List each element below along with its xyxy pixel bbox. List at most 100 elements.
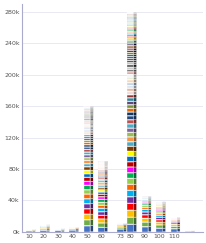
Polygon shape: [104, 164, 107, 165]
Bar: [83, 126, 90, 128]
Polygon shape: [133, 41, 136, 42]
Polygon shape: [104, 173, 107, 174]
Polygon shape: [123, 229, 126, 232]
Polygon shape: [90, 116, 93, 117]
Polygon shape: [104, 175, 107, 176]
Polygon shape: [162, 217, 165, 220]
Bar: [83, 190, 90, 194]
Polygon shape: [133, 156, 136, 162]
Bar: [126, 116, 133, 120]
Bar: [69, 227, 75, 228]
Bar: [98, 163, 104, 164]
Polygon shape: [133, 120, 136, 124]
Polygon shape: [104, 184, 107, 186]
Polygon shape: [147, 202, 150, 204]
Polygon shape: [133, 101, 136, 105]
Bar: [126, 51, 133, 52]
Bar: [126, 112, 133, 116]
Bar: [83, 133, 90, 135]
Polygon shape: [133, 51, 136, 52]
Bar: [126, 25, 133, 26]
Polygon shape: [104, 182, 107, 184]
Polygon shape: [147, 209, 150, 212]
Polygon shape: [133, 151, 136, 156]
Polygon shape: [133, 18, 136, 19]
Bar: [141, 207, 147, 209]
Polygon shape: [133, 95, 136, 98]
Bar: [83, 138, 90, 140]
Polygon shape: [104, 171, 107, 172]
Bar: [98, 164, 104, 165]
Polygon shape: [133, 203, 136, 210]
Bar: [155, 217, 162, 220]
Bar: [126, 224, 133, 232]
Bar: [126, 35, 133, 36]
Polygon shape: [133, 21, 136, 22]
Bar: [98, 172, 104, 173]
Bar: [98, 192, 104, 194]
Bar: [83, 119, 90, 120]
Polygon shape: [162, 208, 165, 209]
Polygon shape: [147, 196, 150, 197]
Polygon shape: [133, 69, 136, 72]
Polygon shape: [133, 217, 136, 224]
Bar: [126, 42, 133, 44]
Bar: [126, 41, 133, 42]
Bar: [126, 49, 133, 51]
Polygon shape: [133, 19, 136, 20]
Polygon shape: [104, 181, 107, 182]
Bar: [83, 220, 90, 226]
Polygon shape: [162, 220, 165, 222]
Bar: [126, 30, 133, 31]
Bar: [170, 229, 176, 232]
Bar: [126, 29, 133, 30]
Polygon shape: [162, 215, 165, 217]
Bar: [126, 31, 133, 32]
Bar: [126, 62, 133, 65]
Bar: [83, 167, 90, 170]
Bar: [83, 152, 90, 155]
Bar: [98, 215, 104, 219]
Bar: [155, 222, 162, 225]
Bar: [98, 171, 104, 172]
Bar: [117, 226, 123, 227]
Polygon shape: [104, 227, 107, 232]
Bar: [98, 170, 104, 171]
Bar: [83, 170, 90, 174]
Polygon shape: [90, 157, 93, 160]
Bar: [126, 16, 133, 17]
Bar: [98, 188, 104, 190]
Bar: [155, 215, 162, 217]
Bar: [117, 225, 123, 226]
Bar: [141, 206, 147, 207]
Bar: [83, 145, 90, 147]
Polygon shape: [104, 165, 107, 166]
Polygon shape: [162, 205, 165, 206]
Polygon shape: [104, 162, 107, 163]
Bar: [98, 208, 104, 212]
Polygon shape: [90, 125, 93, 126]
Bar: [98, 165, 104, 166]
Bar: [126, 132, 133, 137]
Bar: [98, 174, 104, 175]
Polygon shape: [90, 160, 93, 164]
Bar: [141, 218, 147, 222]
Bar: [83, 185, 90, 190]
Polygon shape: [104, 186, 107, 188]
Bar: [170, 221, 176, 223]
Polygon shape: [90, 145, 93, 147]
Polygon shape: [133, 28, 136, 29]
Bar: [83, 226, 90, 232]
Polygon shape: [90, 181, 93, 185]
Bar: [83, 147, 90, 149]
Bar: [98, 205, 104, 208]
Bar: [83, 204, 90, 209]
Bar: [98, 162, 104, 163]
Polygon shape: [75, 228, 78, 229]
Bar: [117, 227, 123, 229]
Polygon shape: [90, 226, 93, 232]
Bar: [98, 197, 104, 200]
Polygon shape: [90, 126, 93, 128]
Polygon shape: [133, 49, 136, 51]
Bar: [83, 115, 90, 116]
